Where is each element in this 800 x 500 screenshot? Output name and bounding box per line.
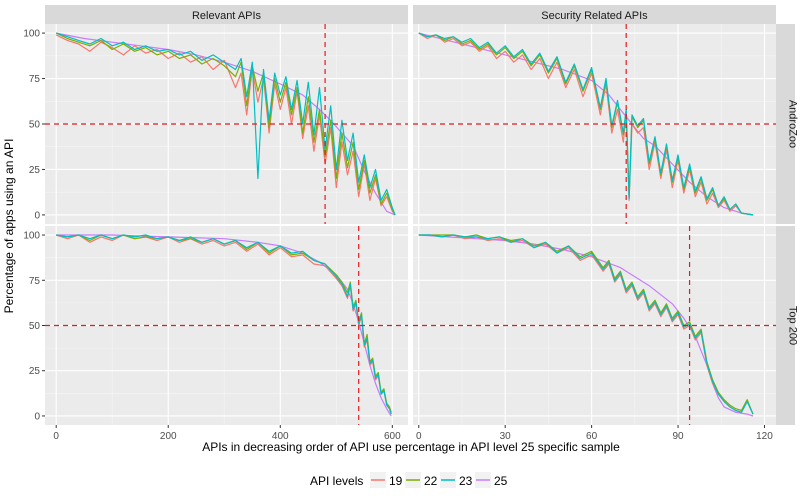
y-axis-title: Percentage of apps using an API bbox=[2, 139, 16, 314]
panel bbox=[45, 24, 408, 224]
facet-strip-row-label: AndroZoo bbox=[787, 100, 799, 148]
y-tick-label: 0 bbox=[34, 210, 40, 221]
facet-strip-column bbox=[413, 5, 776, 24]
x-tick-label: 60 bbox=[586, 431, 598, 442]
y-tick-label: 0 bbox=[34, 411, 40, 422]
x-tick-label: 400 bbox=[272, 431, 289, 442]
facet-strip-row bbox=[776, 24, 795, 224]
y-tick-label: 100 bbox=[23, 231, 40, 242]
y-tick-label: 75 bbox=[29, 276, 41, 287]
series-line-19 bbox=[418, 32, 754, 216]
y-tick-label: 25 bbox=[29, 366, 41, 377]
legend-entry: 22 bbox=[405, 472, 438, 488]
legend-label: 22 bbox=[424, 474, 438, 488]
y-tick-label: 50 bbox=[29, 321, 41, 332]
legend-label: 19 bbox=[389, 474, 403, 488]
legend-entry: 25 bbox=[475, 472, 508, 488]
x-tick-label: 90 bbox=[672, 431, 684, 442]
x-tick-label: 200 bbox=[160, 431, 177, 442]
panel bbox=[413, 226, 776, 425]
legend-title: API levels bbox=[310, 474, 363, 488]
series-line-23 bbox=[418, 32, 754, 216]
series-line-22 bbox=[55, 32, 396, 216]
facet-strip-column bbox=[45, 5, 408, 24]
series-line-22 bbox=[56, 234, 392, 413]
x-tick-label: 0 bbox=[53, 431, 59, 442]
x-tick-label: 600 bbox=[384, 431, 401, 442]
y-tick-label: 25 bbox=[29, 165, 41, 176]
legend-entry: 23 bbox=[440, 472, 473, 488]
series-line-23 bbox=[56, 234, 392, 415]
series-line-23 bbox=[56, 32, 396, 216]
legend-label: 23 bbox=[459, 474, 473, 488]
facet-strip-column-label: Security Related APIs bbox=[541, 10, 648, 22]
y-tick-label: 75 bbox=[29, 74, 41, 85]
panel bbox=[45, 226, 408, 425]
panel bbox=[413, 24, 776, 224]
x-axis-title: APIs in decreasing order of API use perc… bbox=[202, 440, 620, 454]
x-tick-label: 30 bbox=[500, 431, 512, 442]
legend: API levels 19 22 23 25 bbox=[310, 472, 508, 488]
series-line-23 bbox=[418, 234, 754, 415]
legend-label: 25 bbox=[494, 474, 508, 488]
y-tick-label: 100 bbox=[23, 29, 40, 40]
y-tick-label: 50 bbox=[29, 120, 41, 131]
facet-strip-column-label: Relevant APIs bbox=[192, 10, 262, 22]
facet-strip-row bbox=[776, 226, 795, 425]
series-line-19 bbox=[418, 234, 754, 415]
x-tick-label: 120 bbox=[756, 431, 773, 442]
legend-entry: 19 bbox=[370, 472, 403, 488]
x-tick-label: 0 bbox=[416, 431, 422, 442]
facet-strip-row-label: Top 200 bbox=[787, 306, 799, 345]
